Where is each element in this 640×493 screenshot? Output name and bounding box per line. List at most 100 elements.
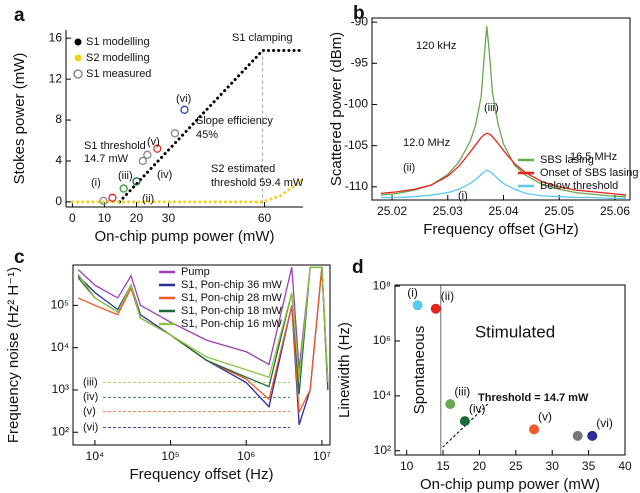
x-tick-label: 15 bbox=[436, 459, 450, 473]
annotation: Stimulated bbox=[475, 322, 555, 341]
series-line bbox=[77, 267, 329, 415]
x-tick-label: 30 bbox=[546, 459, 560, 473]
x-tick-label: 25.02 bbox=[377, 204, 407, 218]
annotation: S1 clamping bbox=[232, 32, 293, 44]
legend-marker bbox=[74, 38, 82, 46]
data-point bbox=[170, 129, 180, 138]
x-tick-label: 10 bbox=[400, 459, 414, 473]
series-line bbox=[380, 26, 627, 198]
y-tick-label: 10⁵ bbox=[51, 298, 69, 312]
x-axis-label: Frequency offset (GHz) bbox=[423, 221, 579, 238]
annotation: (vi) bbox=[176, 93, 191, 105]
annotation: (v) bbox=[147, 136, 160, 148]
point-label: (i) bbox=[407, 285, 418, 299]
annotation: Threshold = 14.7 mW bbox=[478, 392, 589, 404]
annotation: Spontaneous bbox=[411, 326, 428, 414]
annotation: S2 estimated bbox=[211, 163, 275, 175]
y-tick-label: 10⁶ bbox=[373, 333, 391, 347]
annotation: 45% bbox=[196, 129, 218, 141]
data-point bbox=[587, 430, 598, 441]
panel: d 10 15 20 25 30 35 40 10² 10⁴ 10⁶ 10⁸ On-chip pump … bbox=[336, 257, 632, 493]
x-tick-label: 25 bbox=[509, 459, 523, 473]
legend-marker bbox=[74, 54, 82, 62]
series-line bbox=[380, 169, 627, 200]
legend-label: Pump bbox=[181, 266, 210, 278]
y-tick-label: 10² bbox=[52, 424, 69, 438]
point-label: (iii) bbox=[454, 384, 470, 398]
x-tick-label: 20 bbox=[130, 211, 144, 225]
x-axis-label: Frequency offset (Hz) bbox=[130, 466, 274, 483]
annotation: (iii) bbox=[118, 170, 133, 182]
x-tick-label: 30 bbox=[162, 211, 176, 225]
y-axis-label: Stokes power (mW) bbox=[11, 53, 28, 185]
y-tick-label: -95 bbox=[351, 55, 369, 69]
legend-label: S2 modelling bbox=[86, 52, 150, 64]
legend-label: S1, Pon-chip 28 mW bbox=[181, 292, 282, 304]
level-label: (iii) bbox=[83, 376, 98, 388]
series-line bbox=[70, 177, 305, 204]
y-tick-label: 10³ bbox=[52, 382, 69, 396]
data-point bbox=[108, 193, 117, 202]
annotation: 120 kHz bbox=[416, 40, 456, 52]
annotation: (iv) bbox=[157, 169, 172, 181]
x-tick-label: 40 bbox=[618, 459, 632, 473]
point-label: (iv) bbox=[469, 401, 486, 415]
x-tick-label: 20 bbox=[473, 459, 487, 473]
y-tick-label: -105 bbox=[344, 138, 368, 152]
annotation: 12.0 MHz bbox=[403, 137, 450, 149]
panel: a 0 10 20 30 60 0 4 8 12 16 On-chip pump power (mW)… bbox=[11, 5, 305, 245]
data-point bbox=[430, 303, 441, 314]
data-point bbox=[180, 105, 189, 114]
panel-letter: b bbox=[353, 3, 365, 24]
plot-frame bbox=[72, 264, 331, 446]
data-point bbox=[572, 430, 583, 441]
x-axis-label: On-chip pump power (mW) bbox=[420, 476, 600, 493]
y-tick-label: 8 bbox=[55, 112, 62, 126]
legend-marker bbox=[73, 69, 83, 79]
series-line bbox=[77, 266, 329, 383]
data-point bbox=[119, 184, 128, 193]
y-tick-label: 0 bbox=[55, 194, 62, 208]
level-label: (vi) bbox=[83, 421, 98, 433]
x-tick-label: 25.06 bbox=[600, 204, 630, 218]
x-tick-label: 10⁴ bbox=[86, 449, 105, 463]
legend-label: S1, Pon-chip 18 mW bbox=[181, 305, 282, 317]
plot-frame bbox=[371, 17, 631, 201]
legend-label: SBS lasing bbox=[540, 154, 594, 166]
point-label: (v) bbox=[538, 410, 552, 424]
data-point bbox=[143, 150, 152, 159]
data-point bbox=[459, 416, 470, 427]
y-tick-label: 10⁴ bbox=[50, 340, 69, 354]
level-label: (v) bbox=[83, 405, 96, 417]
data-point bbox=[153, 144, 162, 153]
legend-label: Onset of SBS lasing bbox=[540, 167, 638, 179]
plot-frame bbox=[394, 284, 626, 456]
y-tick-label: -90 bbox=[351, 14, 369, 28]
annotation: threshold 59.4 mW bbox=[211, 177, 304, 189]
x-tick-label: 0 bbox=[69, 211, 76, 225]
legend-label: S1, Pon-chip 16 mW bbox=[181, 318, 282, 330]
x-tick-label: 25.04 bbox=[488, 204, 518, 218]
series-line bbox=[77, 267, 329, 426]
data-point bbox=[445, 399, 456, 410]
panel-letter: d bbox=[352, 257, 364, 278]
data-point bbox=[138, 156, 148, 166]
annotation: (ii) bbox=[403, 162, 415, 174]
y-tick-label: 10² bbox=[374, 443, 391, 457]
annotation: Slope efficiency bbox=[196, 115, 273, 127]
point-label: (vi) bbox=[596, 416, 613, 430]
legend-label: S1 measured bbox=[86, 68, 151, 80]
legend-label: S1 modelling bbox=[86, 36, 150, 48]
panel-letter: c bbox=[14, 247, 25, 268]
x-axis-label: On-chip pump power (mW) bbox=[94, 228, 274, 245]
x-tick-label: 10⁶ bbox=[237, 449, 255, 463]
annotation: S1 threshold bbox=[84, 140, 146, 152]
legend-label: Below threshold bbox=[540, 180, 618, 192]
data-point bbox=[99, 196, 108, 206]
y-tick-label: 4 bbox=[55, 153, 62, 167]
y-tick-label: -100 bbox=[344, 97, 368, 111]
x-tick-label: 10⁵ bbox=[161, 449, 179, 463]
y-axis-label: Scattered power (dBm) bbox=[328, 32, 345, 186]
panel: b 25.02 25.03 25.04 25.05 25.06 -90 -95 -100 -105… bbox=[328, 3, 638, 238]
